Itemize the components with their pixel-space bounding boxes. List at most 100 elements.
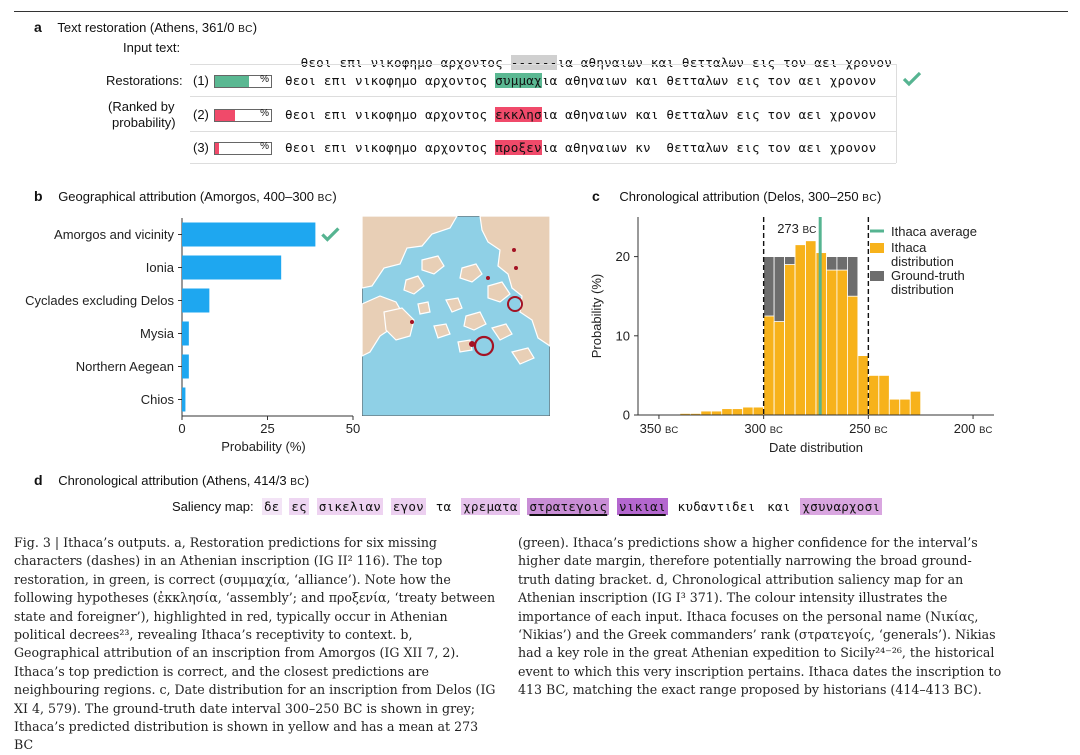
panel-c-title-unit: BC [862, 193, 877, 204]
ithaca-bar [710, 410, 723, 416]
saliency-word: σικελιαν [316, 498, 384, 515]
legend-label: distribution [891, 254, 954, 269]
panel-c-letter: c [592, 188, 600, 204]
ithaca-bar [752, 406, 765, 416]
saliency-word: χρεματα [461, 498, 520, 515]
bar [182, 222, 316, 247]
bar [182, 288, 210, 313]
restoration-text: θεοι επι νικοφημο αρχοντος συμμαχια αθην… [285, 73, 876, 88]
restorations-label: Restorations: [106, 73, 183, 88]
saliency-words: δε ες σικελιαν εγον τα χρεματα στρατεγοι… [262, 498, 883, 515]
restoration-text: θεοι επι νικοφημο αρχοντος προξενια αθην… [285, 140, 876, 155]
panel-b-header: b Geographical attribution (Amorgos, 400… [34, 188, 337, 204]
saliency-word: κυδαντιδει [675, 498, 758, 515]
ithaca-bar [805, 240, 817, 416]
input-text-line: θεοι επι νικοφημο αρχοντος ------ια αθην… [285, 40, 892, 70]
panel-a-title-unit: BC [238, 24, 253, 35]
ithaca-bar [857, 355, 869, 416]
restored-chars: εκκλησ [495, 107, 542, 122]
saliency-label: Saliency map: [172, 499, 254, 514]
ithaca-bar [784, 264, 796, 416]
caption-right-text: (green). Ithaca’s predictions show a hig… [518, 535, 1002, 698]
aegean-map [362, 216, 550, 416]
panel-d-title-end: ) [304, 473, 310, 488]
probability-bar-fill [215, 143, 220, 154]
restoration-suffix: ια αθηναιων και θετταλων εις τον αει χρο… [541, 73, 877, 88]
legend-label: distribution [891, 282, 954, 297]
caption-right: (green). Ithaca’s predictions show a hig… [518, 534, 1004, 700]
legend-label: Ithaca average [891, 224, 977, 239]
legend-label: Ground-truth [891, 268, 965, 283]
category-label: Ionia [146, 260, 175, 275]
saliency-word: νικιαι [617, 498, 668, 515]
caption-left-text: Fig. 3 | Ithaca’s outputs. a, Restoratio… [14, 535, 496, 753]
ithaca-bar [899, 398, 911, 416]
row-divider [190, 96, 896, 97]
input-text-label: Input text: [123, 40, 181, 55]
restoration-suffix: ια αθηναιων και θετταλων εις τον αει χρο… [541, 107, 877, 122]
row-divider [190, 131, 896, 132]
saliency-word: δε [262, 498, 282, 515]
panel-b-title: Geographical attribution (Amorgos, 400–3… [58, 189, 315, 204]
x-tick-label: 300 BC [744, 421, 783, 436]
ithaca-bar [878, 374, 890, 416]
x-tick-label: 350 BC [640, 421, 679, 436]
saliency-word: τα [433, 498, 454, 515]
geo-bar-chart: Amorgos and vicinity Ionia Cyclades exclud… [25, 218, 360, 454]
ithaca-bar [763, 315, 775, 416]
x-tick-label: 0 [178, 421, 185, 436]
input-suffix: ια αθηναιων και θετταλων εις τον αει χρο… [557, 55, 893, 70]
probability-percent: % [260, 141, 269, 152]
panel-a-title: Text restoration (Athens, 361/0 [57, 20, 235, 35]
ithaca-bar [721, 408, 733, 416]
x-axis-label: Probability (%) [221, 439, 306, 454]
restored-chars: συμμαχ [495, 73, 542, 88]
ithaca-bar [700, 410, 712, 416]
saliency-word: στρατεγοις [527, 498, 610, 515]
x-tick-label: 200 BC [954, 421, 993, 436]
panel-d-letter: d [34, 472, 43, 488]
y-tick-label: 20 [616, 249, 630, 264]
rank-label: (1) [193, 73, 209, 88]
y-axis-label: Probability (%) [589, 274, 604, 359]
legend-ithaca-swatch [870, 243, 884, 253]
date-histogram: 273 BC 0 10 20 350 BC 300 BC 250 BC 200 BC Date … [589, 217, 994, 455]
top-rule [14, 11, 1068, 12]
ithaca-bar [773, 321, 785, 416]
restored-chars: προξεν [495, 140, 542, 155]
average-annotation: 273 BC [777, 221, 816, 236]
saliency-word: εγον [390, 498, 426, 515]
rank-label: (3) [193, 140, 209, 155]
panel-d-header: d Chronological attribution (Athens, 414… [34, 472, 309, 488]
ithaca-bar [742, 406, 754, 416]
restoration-suffix: ια αθηναιων κν θετταλων εις τον αει χρον… [541, 140, 877, 155]
bar [182, 387, 186, 412]
panel-c-title-end: ) [876, 189, 882, 204]
bar [182, 354, 189, 379]
row-divider [190, 163, 896, 164]
ithaca-bar [836, 269, 848, 416]
legend-ground-truth-swatch [870, 271, 884, 281]
restoration-prefix: θεοι επι νικοφημο αρχοντος [285, 140, 496, 155]
x-tick-label: 25 [260, 421, 274, 436]
ithaca-bar [731, 408, 744, 416]
bar [182, 321, 189, 346]
input-prefix: θεοι επι νικοφημο αρχοντος [300, 55, 511, 70]
probability-bar: % [214, 141, 272, 155]
probability-percent: % [260, 108, 269, 119]
probability-bar-fill [215, 76, 249, 87]
saliency-word: και [765, 498, 793, 515]
panel-c-header: c Chronological attribution (Delos, 300–… [592, 188, 881, 204]
restoration-text: θεοι επι νικοφημο αρχοντος εκκλησια αθην… [285, 107, 876, 122]
ithaca-bar [867, 374, 880, 416]
category-label: Cyclades excluding Delos [25, 293, 174, 308]
ithaca-bar [794, 244, 806, 416]
probability-bar: % [214, 108, 272, 122]
restoration-prefix: θεοι επι νικοφημο αρχοντος [285, 107, 496, 122]
probability-bar-fill [215, 110, 235, 121]
ithaca-bar [909, 390, 922, 416]
panel-b-title-unit: BC [317, 193, 333, 204]
saliency-word: χσυναρχοσι [800, 498, 883, 515]
panel-d-title-unit: BC [290, 477, 305, 488]
col-divider [896, 64, 897, 163]
